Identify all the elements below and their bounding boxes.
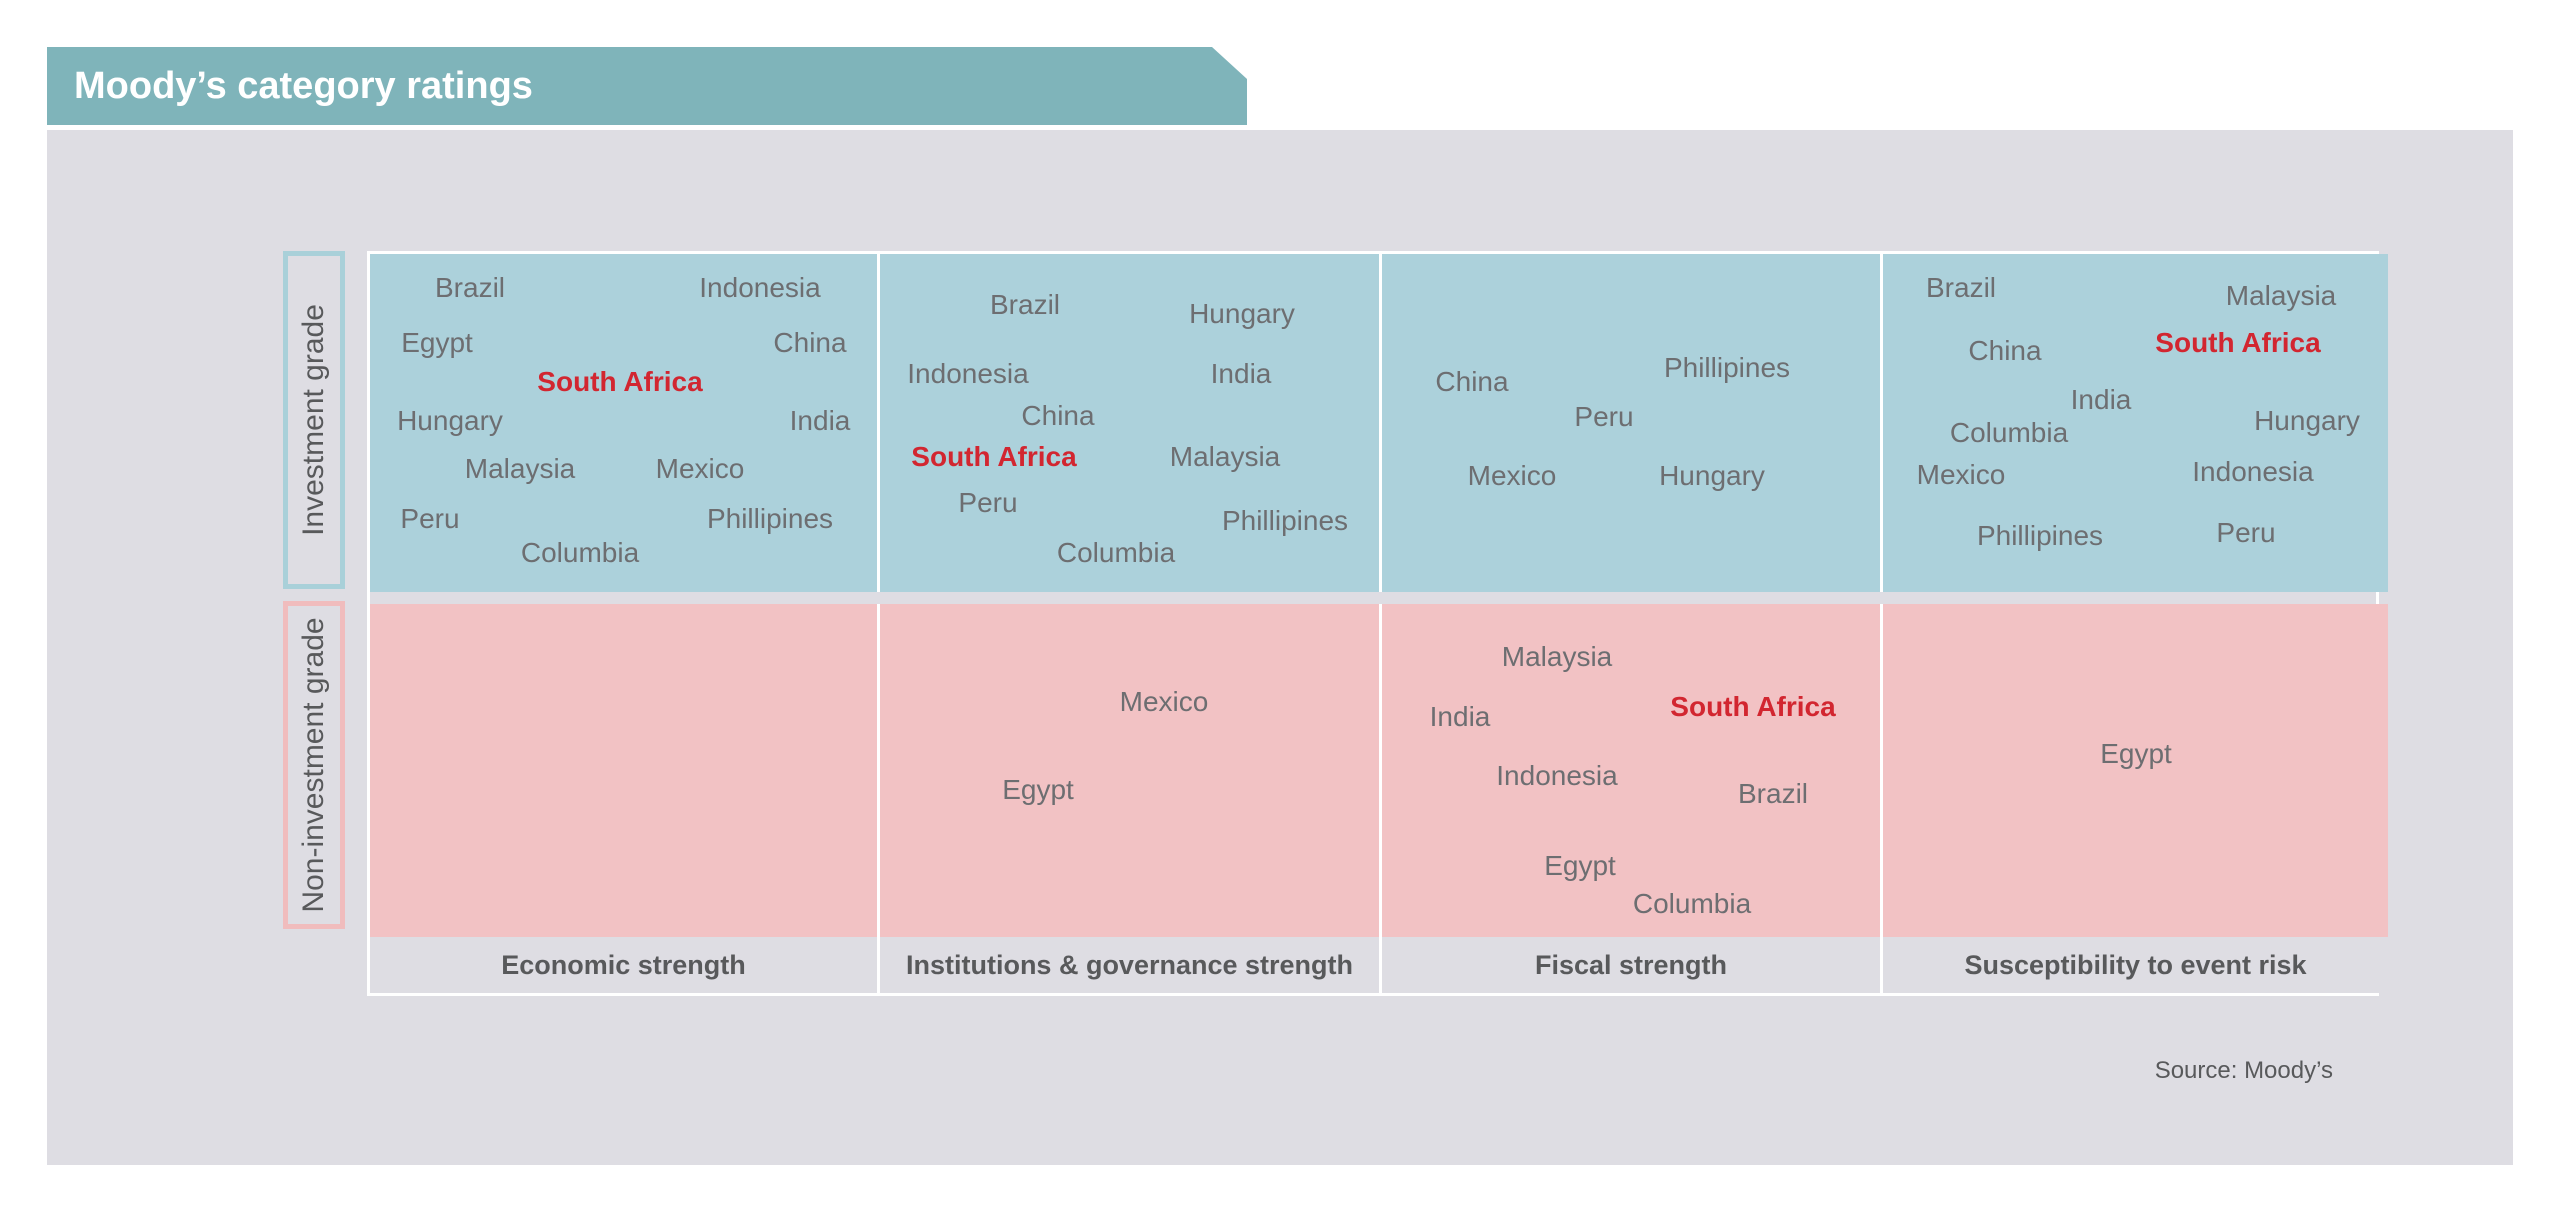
- country-label-malaysia: Malaysia: [464, 453, 576, 484]
- country-label-phillipines: Phillipines: [1221, 505, 1349, 536]
- title-tab: Moody’s category ratings: [47, 47, 1247, 125]
- country-label-columbia: Columbia: [1632, 888, 1752, 919]
- investment-grade-label: Investment grade: [297, 304, 330, 536]
- country-label-india: India: [789, 405, 851, 436]
- country-label-india: India: [1210, 358, 1272, 389]
- source-note: Source: Moody’s: [2154, 1057, 2333, 1084]
- category-cell-susceptibility-to-event-risk: Susceptibility to event risk: [1883, 937, 2388, 993]
- investment-cell-susceptibility-to-event-risk: Brazil Malaysia China South Africa India Colu…: [1883, 254, 2388, 592]
- non-investment-grade-label-box: Non-investment grade: [283, 601, 345, 929]
- country-label-indonesia: Indonesia: [699, 272, 821, 303]
- country-label-columbia: Columbia: [1949, 417, 2069, 448]
- country-label-south-africa: South Africa: [911, 441, 1077, 472]
- country-label-china: China: [773, 327, 847, 358]
- country-label-egypt: Egypt: [2100, 738, 2172, 769]
- country-label-phillipines: Phillipines: [706, 503, 834, 534]
- country-label-malaysia: Malaysia: [2225, 280, 2337, 311]
- country-label-brazil: Brazil: [1737, 778, 1809, 809]
- non-investment-grade-label: Non-investment grade: [297, 617, 330, 913]
- country-label-egypt: Egypt: [1544, 850, 1616, 881]
- country-label-peru: Peru: [1574, 401, 1634, 432]
- country-label-phillipines: Phillipines: [1976, 520, 2104, 551]
- chart-title: Moody’s category ratings: [74, 65, 533, 107]
- country-label-mexico: Mexico: [1119, 686, 1209, 717]
- country-label-south-africa: South Africa: [537, 366, 703, 397]
- country-label-egypt: Egypt: [1002, 774, 1074, 805]
- investment-cell-fiscal-strength: Phillipines China Peru Mexico Hungary: [1382, 254, 1883, 592]
- country-label-brazil: Brazil: [1925, 272, 1997, 303]
- category-label-fiscal-strength: Fiscal strength: [1534, 950, 1728, 980]
- country-label-brazil: Brazil: [989, 289, 1061, 320]
- country-label-peru: Peru: [958, 487, 1018, 518]
- category-label-susceptibility-to-event-risk: Susceptibility to event risk: [1964, 950, 2307, 980]
- ratings-grid: Brazil Indonesia Egypt China South Africa Hun…: [367, 251, 2388, 996]
- chart-panel: Investment grade Non-investment grade Br…: [47, 130, 2513, 1165]
- investment-cell-institutions-and-governance-strength: Brazil Hungary Indonesia India China South Af…: [880, 254, 1382, 592]
- country-label-hungary: Hungary: [2254, 405, 2360, 436]
- investment-grade-label-box: Investment grade: [283, 251, 345, 589]
- country-label-mexico: Mexico: [655, 453, 745, 484]
- country-label-china: China: [1968, 335, 2042, 366]
- country-label-indonesia: Indonesia: [907, 358, 1029, 389]
- category-cell-institutions-and-governance-strength: Institutions & governance strength: [880, 937, 1382, 993]
- investment-cell-economic-strength: Brazil Indonesia Egypt China South Africa Hun…: [370, 254, 880, 592]
- country-label-peru: Peru: [2216, 517, 2276, 548]
- country-label-malaysia: Malaysia: [1169, 441, 1281, 472]
- country-label-peru: Peru: [400, 503, 460, 534]
- non-investment-cell-fiscal-strength: Malaysia India South Africa Indonesia Brazil…: [1382, 604, 1883, 937]
- non-investment-cell-economic-strength: [370, 604, 880, 937]
- country-label-brazil: Brazil: [434, 272, 506, 303]
- country-label-mexico: Mexico: [1467, 460, 1557, 491]
- country-label-egypt: Egypt: [401, 327, 473, 358]
- country-label-indonesia: Indonesia: [2192, 456, 2314, 487]
- country-label-hungary: Hungary: [1189, 298, 1295, 329]
- band-separator: [370, 592, 2376, 604]
- country-label-india: India: [1429, 701, 1491, 732]
- country-label-china: China: [1021, 400, 1095, 431]
- country-label-south-africa: South Africa: [1670, 691, 1836, 722]
- country-label-phillipines: Phillipines: [1663, 352, 1791, 383]
- chart-area: Investment grade Non-investment grade Br…: [283, 251, 2388, 1131]
- country-label-mexico: Mexico: [1916, 459, 2006, 490]
- country-label-south-africa: South Africa: [2155, 327, 2321, 358]
- country-label-india: India: [2070, 384, 2132, 415]
- non-investment-cell-institutions-and-governance-strength: Mexico Egypt: [880, 604, 1382, 937]
- category-label-economic-strength: Economic strength: [501, 950, 746, 980]
- country-label-malaysia: Malaysia: [1501, 641, 1613, 672]
- category-label-institutions-and-governance-strength: Institutions & governance strength: [905, 950, 1354, 980]
- country-label-columbia: Columbia: [520, 537, 640, 568]
- category-cell-economic-strength: Economic strength: [370, 937, 880, 993]
- category-cell-fiscal-strength: Fiscal strength: [1382, 937, 1883, 993]
- country-label-china: China: [1435, 366, 1509, 397]
- non-investment-cell-susceptibility-to-event-risk: Egypt: [1883, 604, 2388, 937]
- country-label-columbia: Columbia: [1056, 537, 1176, 568]
- country-label-hungary: Hungary: [397, 405, 503, 436]
- country-label-indonesia: Indonesia: [1496, 760, 1618, 791]
- country-label-hungary: Hungary: [1659, 460, 1765, 491]
